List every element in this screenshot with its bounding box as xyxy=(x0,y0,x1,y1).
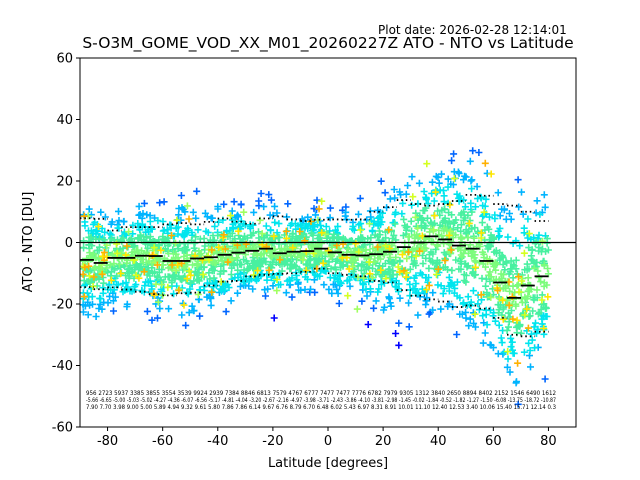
scatter-points-6 xyxy=(84,202,546,313)
y-tick-label: 60 xyxy=(56,52,73,67)
stat-row-1: -5.66 -6.65 -5.00 -5.03 -5.02 -4.27 -4.3… xyxy=(86,396,556,404)
y-tick-label: -20 xyxy=(52,298,73,313)
scatter-points-0 xyxy=(270,314,403,349)
scatter-points-9 xyxy=(80,159,532,367)
x-tick-label: -20 xyxy=(262,434,283,449)
stat-row-2: 7.90 7.70 3.98 9.00 5.00 5.89 4.94 9.32 … xyxy=(86,403,556,411)
x-axis: -80 -60 -40 -20 0 20 40 60 80 xyxy=(97,427,557,449)
plot-date: Plot date: 2026-02-28 12:14:01 xyxy=(378,23,567,37)
chart-title: S-O3M_GOME_VOD_XX_M01_20260227Z ATO - NT… xyxy=(82,34,574,52)
scatter-points-3 xyxy=(80,183,551,363)
y-tick-label: -40 xyxy=(52,359,73,374)
y-tick-label: -60 xyxy=(52,421,73,436)
x-tick-label: -60 xyxy=(152,434,173,449)
x-tick-label: 0 xyxy=(324,434,332,449)
x-axis-label: Latitude [degrees] xyxy=(268,456,388,471)
scatter-points-7 xyxy=(80,160,546,355)
y-axis-label: ATO - NTO [DU] xyxy=(21,192,36,293)
stat-row-0: 956 2723 5937 3385 3855 3554 3539 9924 2… xyxy=(86,389,556,397)
x-tick-label: 20 xyxy=(375,434,392,449)
x-tick-label: 80 xyxy=(540,434,557,449)
y-tick-label: 20 xyxy=(56,175,73,190)
x-tick-label: -80 xyxy=(97,434,118,449)
scatter-points-1 xyxy=(110,147,549,408)
scatter-layer xyxy=(80,147,552,408)
x-tick-label: 40 xyxy=(430,434,447,449)
y-tick-label: 0 xyxy=(65,236,73,251)
bin-statistics-text: 956 2723 5937 3385 3855 3554 3539 9924 2… xyxy=(86,389,556,411)
x-tick-label: 60 xyxy=(485,434,502,449)
y-axis: -60 -40 -20 0 20 40 60 xyxy=(52,52,80,436)
y-tick-label: 40 xyxy=(56,113,73,128)
bin-statistics xyxy=(80,193,549,338)
x-tick-label: -40 xyxy=(207,434,228,449)
